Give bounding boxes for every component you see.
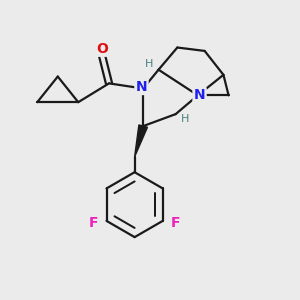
Text: F: F	[171, 216, 181, 230]
Text: N: N	[194, 88, 205, 102]
Text: H: H	[181, 114, 189, 124]
Text: N: N	[136, 80, 147, 94]
Text: H: H	[145, 58, 153, 69]
Text: F: F	[89, 216, 98, 230]
Polygon shape	[135, 125, 147, 157]
Text: O: O	[96, 41, 108, 56]
